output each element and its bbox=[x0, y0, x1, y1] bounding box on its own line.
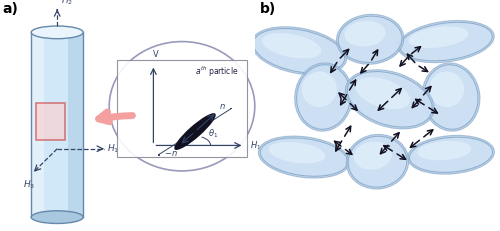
Ellipse shape bbox=[408, 26, 469, 48]
Ellipse shape bbox=[346, 70, 434, 129]
Ellipse shape bbox=[410, 137, 492, 172]
Ellipse shape bbox=[174, 113, 216, 150]
Ellipse shape bbox=[422, 63, 480, 131]
Text: $H_1$: $H_1$ bbox=[106, 143, 119, 155]
Text: $-n$: $-n$ bbox=[164, 149, 178, 158]
Ellipse shape bbox=[254, 29, 345, 73]
Ellipse shape bbox=[344, 21, 386, 46]
Bar bbox=[230, 108, 232, 109]
Text: b): b) bbox=[260, 2, 276, 16]
Ellipse shape bbox=[338, 16, 402, 62]
Bar bbox=[36, 103, 65, 140]
Ellipse shape bbox=[296, 65, 350, 129]
Ellipse shape bbox=[31, 26, 83, 39]
Ellipse shape bbox=[252, 27, 346, 75]
Ellipse shape bbox=[354, 141, 392, 170]
Ellipse shape bbox=[268, 142, 326, 163]
Ellipse shape bbox=[31, 211, 83, 224]
Ellipse shape bbox=[356, 77, 410, 109]
Ellipse shape bbox=[302, 71, 337, 107]
Ellipse shape bbox=[258, 136, 350, 178]
Ellipse shape bbox=[262, 33, 322, 58]
Ellipse shape bbox=[336, 14, 404, 64]
Ellipse shape bbox=[418, 141, 472, 160]
Ellipse shape bbox=[424, 65, 478, 129]
Ellipse shape bbox=[348, 72, 432, 127]
Ellipse shape bbox=[346, 134, 408, 189]
Ellipse shape bbox=[408, 135, 494, 174]
FancyBboxPatch shape bbox=[31, 32, 83, 217]
Text: $H_2$: $H_2$ bbox=[61, 0, 74, 7]
Ellipse shape bbox=[429, 71, 464, 107]
Text: $H_1$: $H_1$ bbox=[250, 139, 261, 152]
Text: $\theta_1$: $\theta_1$ bbox=[208, 127, 218, 140]
Ellipse shape bbox=[348, 136, 407, 187]
Text: V: V bbox=[153, 50, 159, 59]
Text: $H_3$: $H_3$ bbox=[24, 179, 36, 191]
Ellipse shape bbox=[400, 22, 492, 61]
FancyBboxPatch shape bbox=[31, 32, 44, 217]
FancyBboxPatch shape bbox=[68, 32, 83, 217]
Bar bbox=[158, 154, 160, 156]
Ellipse shape bbox=[294, 63, 352, 131]
Text: a): a) bbox=[2, 2, 18, 16]
Ellipse shape bbox=[260, 138, 348, 176]
Bar bbox=[117, 60, 247, 157]
Text: $a^{th}$ particle: $a^{th}$ particle bbox=[195, 65, 238, 79]
Ellipse shape bbox=[398, 21, 494, 63]
Text: $n$: $n$ bbox=[220, 102, 226, 111]
